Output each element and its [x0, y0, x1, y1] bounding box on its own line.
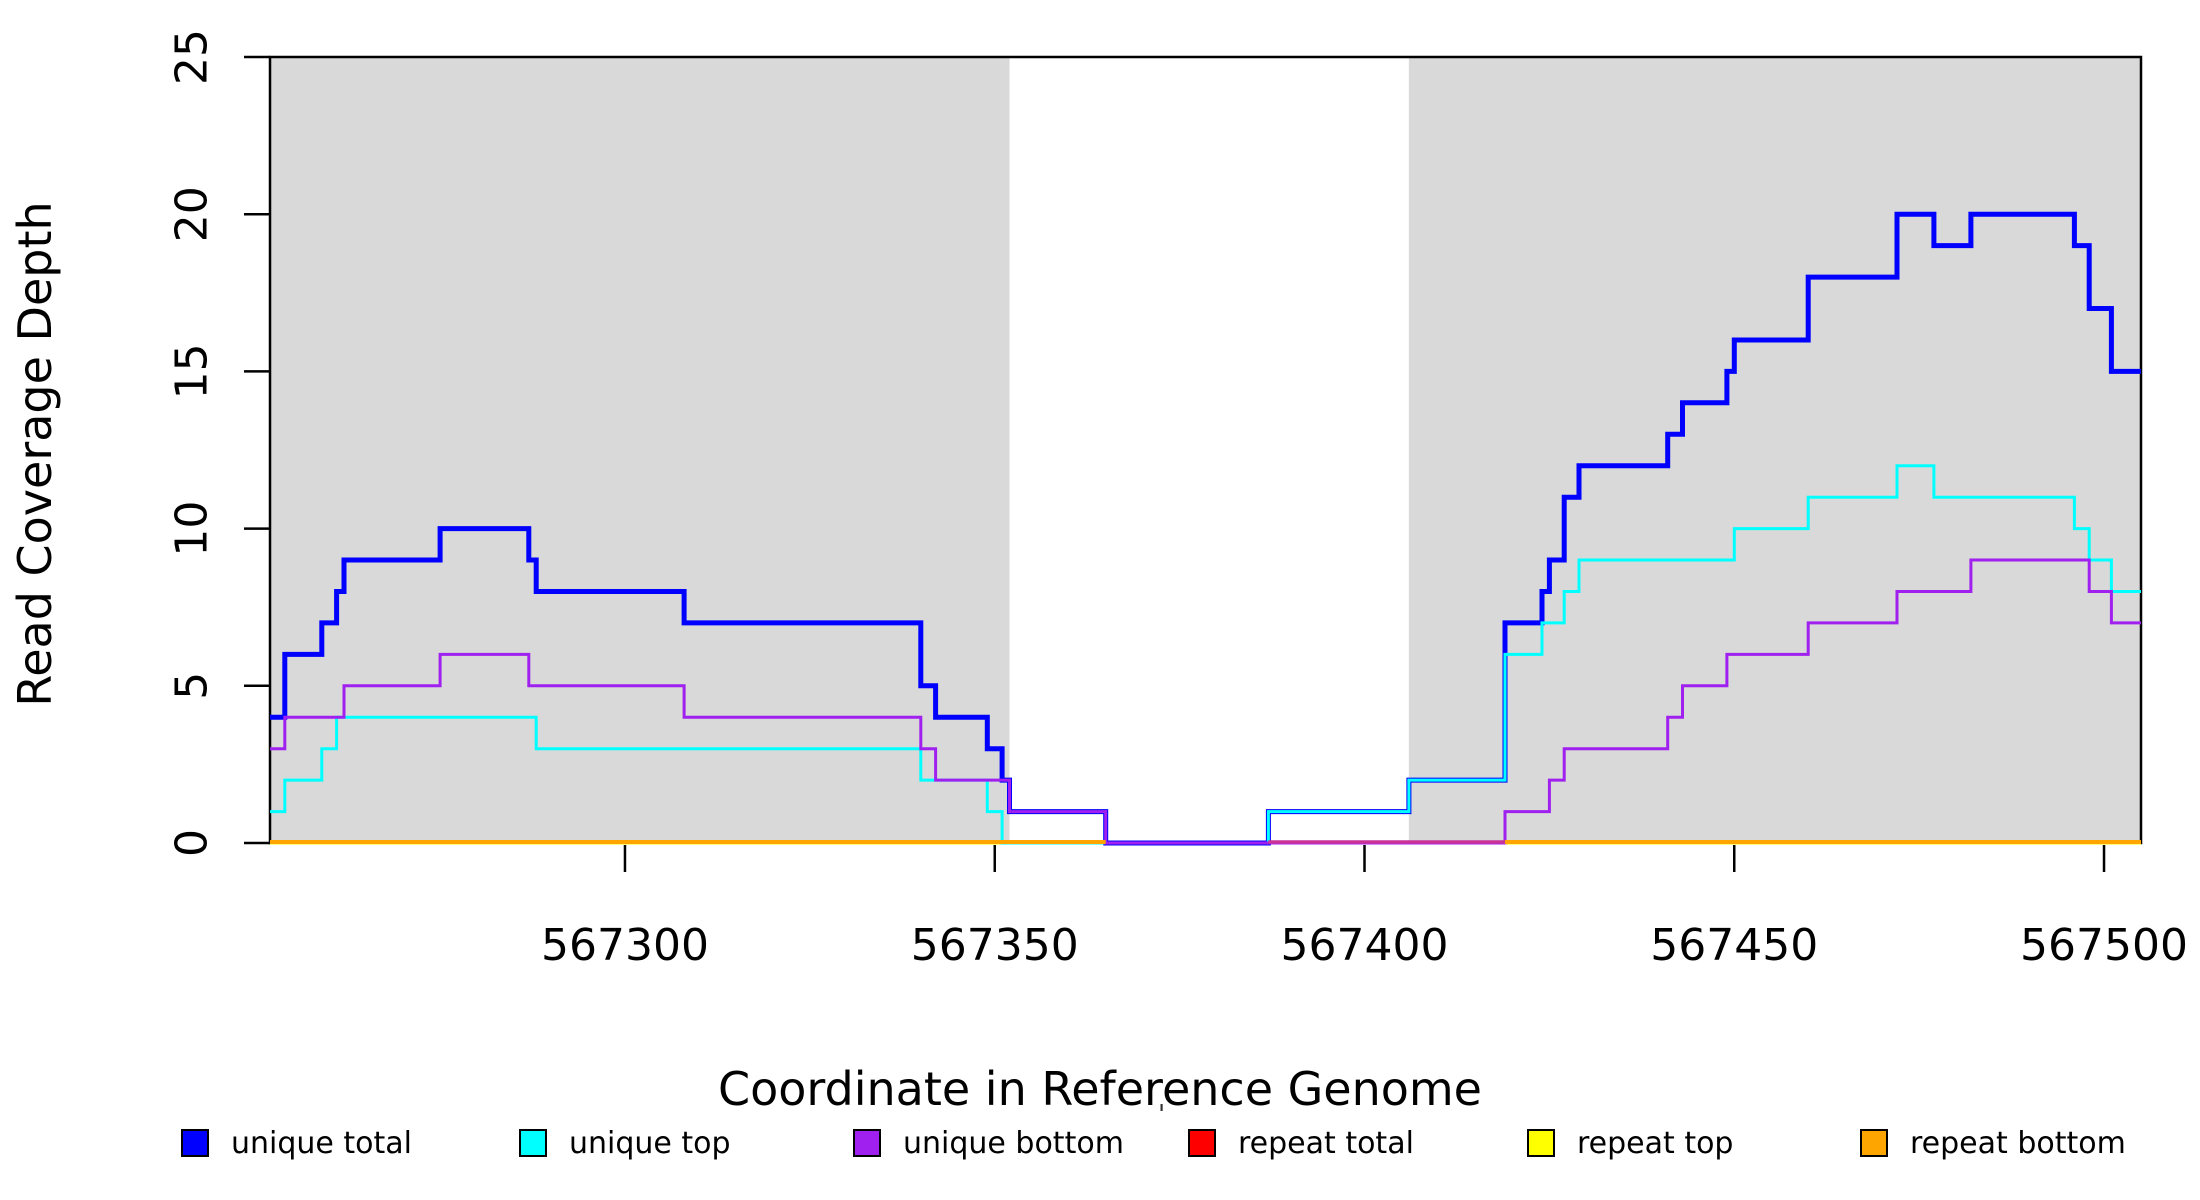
y-tick-label: 0 — [167, 829, 218, 857]
series-unique-bottom — [270, 558, 2141, 845]
axes: 0 5 10 15 20 25 567300 567350 567400 567450 567500 — [167, 29, 2189, 971]
x-tick-label: 567500 — [2020, 920, 2188, 971]
y-tick-label: 15 — [167, 343, 218, 399]
y-tick-label: 20 — [167, 186, 218, 242]
repeat-region-band — [270, 57, 1010, 843]
x-axis-title: Coordinate in Reference Genome — [718, 1062, 1482, 1116]
x-tick-label: 567400 — [1281, 920, 1449, 971]
x-tick-label: 567350 — [911, 920, 1079, 971]
y-tick-label: 5 — [167, 672, 218, 700]
y-tick-label: 25 — [167, 29, 218, 85]
shaded-regions — [270, 57, 2141, 843]
stray-mark: ' — [1158, 1100, 1166, 1130]
y-tick-label: 10 — [167, 501, 218, 557]
repeat-region-band — [1408, 57, 2141, 843]
y-axis-title: Read Coverage Depth — [8, 201, 62, 707]
x-tick-label: 567450 — [1650, 920, 1818, 971]
series-group — [270, 211, 2141, 846]
x-tick-label: 567300 — [541, 920, 709, 971]
series-unique-top — [270, 464, 2141, 845]
